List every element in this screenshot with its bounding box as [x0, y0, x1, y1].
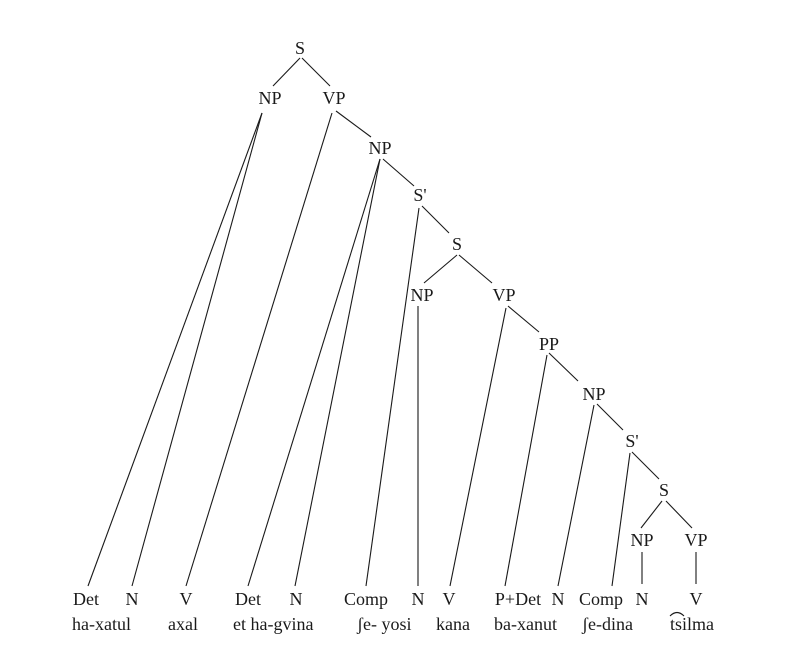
- edge-npobj-sbar: [382, 158, 415, 187]
- edge-vp-np: [335, 110, 372, 138]
- leaf-tag-n-5: N: [636, 589, 649, 609]
- tree-edges: [87, 57, 697, 587]
- tree-nodes: S NP VP NP S' S NP VP PP NP S' S NP VP: [258, 38, 707, 550]
- edge-s-np: [272, 57, 301, 87]
- word-et-ha-gvina: et ha-gvina: [233, 614, 313, 634]
- node-sbar-rel1: S': [413, 185, 426, 205]
- word-tsilma: tsilma: [670, 614, 714, 634]
- leaf-tag-comp-1: Comp: [344, 589, 388, 609]
- node-np-subject: NP: [258, 88, 281, 108]
- leaf-tags: Det N V Det N Comp N V P+Det N Comp N V: [73, 589, 703, 609]
- edge-vp1-pp: [507, 305, 540, 333]
- tie-bar-icon: [669, 611, 685, 617]
- edge-np-n: [131, 112, 263, 587]
- leaf-tag-n-2: N: [290, 589, 303, 609]
- leaf-tag-n-3: N: [412, 589, 425, 609]
- leaf-tag-det-1: Det: [73, 589, 99, 609]
- node-s-rel1: S: [452, 234, 462, 254]
- word-axal: axal: [168, 614, 198, 634]
- leaf-tag-n-4: N: [552, 589, 565, 609]
- leaf-tag-v-1: V: [180, 589, 193, 609]
- word-ha-xatul: ha-xatul: [72, 614, 131, 634]
- node-vp-main: VP: [322, 88, 345, 108]
- edge-sbar1-s: [421, 205, 450, 234]
- word-se-yosi: ʃe- yosi: [356, 614, 411, 634]
- edge-pp-pdet: [504, 354, 548, 587]
- node-np-object: NP: [368, 138, 391, 158]
- edge-s2-vp: [665, 500, 693, 529]
- word-ba-xanut: ba-xanut: [494, 614, 557, 634]
- edge-s1-vp: [458, 254, 493, 284]
- node-s-rel2: S: [659, 480, 669, 500]
- edge-npobj-n: [294, 158, 381, 587]
- node-vp-rel1: VP: [492, 285, 515, 305]
- leaf-words: ha-xatul axal et ha-gvina ʃe- yosi kana …: [72, 611, 714, 634]
- edge-np-det: [87, 112, 263, 587]
- node-pp: PP: [539, 334, 559, 354]
- node-np-rel1: NP: [410, 285, 433, 305]
- edge-vp1-v: [449, 307, 507, 587]
- edge-s2-np: [640, 500, 663, 529]
- word-se-dina: ʃe-dina: [581, 614, 633, 634]
- edge-vp-v: [185, 112, 333, 587]
- leaf-tag-comp-2: Comp: [579, 589, 623, 609]
- leaf-tag-v-2: V: [443, 589, 456, 609]
- leaf-tag-det-2: Det: [235, 589, 261, 609]
- edge-nppp-n: [557, 404, 595, 587]
- node-s-root: S: [295, 38, 305, 58]
- edge-s1-np: [423, 254, 458, 284]
- word-kana: kana: [436, 614, 470, 634]
- leaf-tag-v-3: V: [690, 589, 703, 609]
- node-sbar-rel2: S': [625, 431, 638, 451]
- edge-pp-np: [548, 352, 579, 382]
- edge-sbar2-comp: [611, 452, 631, 587]
- edge-npobj-det: [247, 158, 381, 587]
- node-vp-rel2: VP: [684, 530, 707, 550]
- edge-s-vp: [301, 57, 331, 87]
- leaf-tag-n-1: N: [126, 589, 139, 609]
- leaf-tag-pdet: P+Det: [495, 589, 541, 609]
- edge-sbar2-s: [631, 451, 660, 480]
- edge-nppp-sbar: [596, 403, 624, 431]
- node-np-pp: NP: [582, 384, 605, 404]
- node-np-rel2: NP: [630, 530, 653, 550]
- edge-sbar1-comp: [365, 207, 420, 587]
